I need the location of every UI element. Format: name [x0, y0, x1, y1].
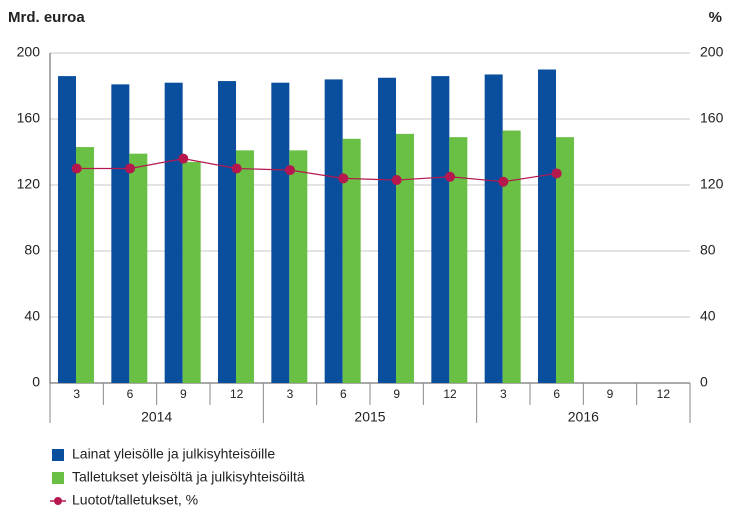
x-tick-label: 9 — [393, 387, 400, 401]
line-marker — [338, 173, 349, 184]
bar — [111, 84, 130, 383]
y2-tick-label: 120 — [700, 176, 724, 192]
year-label: 2016 — [568, 409, 599, 425]
bar — [76, 147, 94, 383]
legend-label: Luotot/talletukset, % — [72, 492, 198, 508]
x-tick-label: 6 — [340, 387, 347, 401]
bar — [182, 161, 201, 383]
legend-swatch — [54, 497, 62, 505]
bar — [449, 137, 468, 383]
bar — [396, 133, 414, 383]
bar — [236, 150, 254, 383]
bar — [431, 76, 450, 383]
year-label: 2015 — [354, 409, 385, 425]
y2-tick-label: 200 — [700, 44, 724, 60]
line — [76, 157, 557, 183]
y-tick-label: 80 — [24, 242, 40, 258]
y2-axis-title: % — [709, 9, 722, 26]
line-marker — [391, 175, 402, 186]
year-label: 2014 — [141, 409, 172, 425]
x-tick-label: 9 — [607, 387, 614, 401]
bar — [271, 82, 290, 383]
y2-tick-label: 80 — [700, 242, 716, 258]
y-tick-label: 0 — [32, 374, 40, 390]
bar — [129, 153, 148, 383]
line-marker — [71, 163, 82, 174]
bar — [484, 74, 503, 383]
x-tick-label: 3 — [73, 387, 80, 401]
line-marker — [445, 171, 455, 182]
y-tick-label: 40 — [24, 308, 40, 324]
y2-tick-label: 160 — [700, 110, 724, 126]
bar — [289, 150, 308, 383]
legend-label: Lainat yleisölle ja julkisyhteisöille — [72, 446, 275, 462]
bar — [164, 82, 183, 383]
x-tick-label: 12 — [657, 387, 671, 401]
y-tick-label: 160 — [17, 110, 41, 126]
bar — [218, 81, 236, 384]
y-tick-label: 120 — [17, 176, 41, 192]
x-tick-label: 12 — [230, 387, 244, 401]
y2-tick-label: 40 — [700, 308, 716, 324]
line-marker — [551, 168, 562, 179]
y2-tick-label: 0 — [700, 374, 708, 390]
bar — [556, 137, 574, 383]
line-marker — [178, 153, 189, 164]
x-tick-label: 12 — [443, 387, 457, 401]
y-tick-label: 200 — [17, 44, 41, 60]
bar — [324, 79, 343, 384]
bar — [538, 69, 556, 383]
x-tick-label: 9 — [180, 387, 187, 401]
bar — [58, 76, 76, 383]
bar — [342, 138, 361, 383]
x-tick-label: 6 — [127, 387, 134, 401]
legend-swatch — [52, 472, 64, 484]
x-tick-label: 3 — [500, 387, 507, 401]
line-marker — [125, 163, 135, 174]
line-marker — [498, 176, 509, 187]
legend-label: Talletukset yleisöltä ja julkisyhteisöil… — [72, 469, 305, 485]
bar — [502, 130, 521, 383]
line-marker — [231, 163, 242, 174]
y-axis-title: Mrd. euroa — [8, 9, 85, 26]
legend-swatch — [52, 449, 64, 461]
bar — [378, 77, 396, 383]
x-tick-label: 3 — [287, 387, 294, 401]
line-marker — [285, 165, 295, 176]
x-tick-label: 6 — [553, 387, 560, 401]
